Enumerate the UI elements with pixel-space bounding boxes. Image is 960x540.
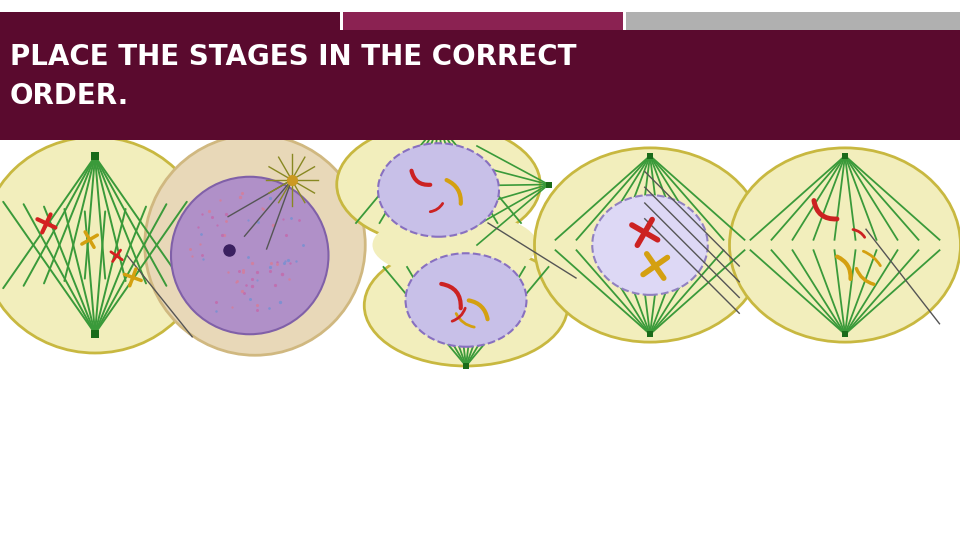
Ellipse shape [378, 143, 499, 237]
Ellipse shape [730, 148, 960, 342]
Bar [0, 12, 340, 30]
Ellipse shape [364, 245, 567, 366]
Ellipse shape [337, 124, 540, 245]
Ellipse shape [372, 212, 538, 278]
Bar [0, 30, 960, 140]
Text: PLACE THE STAGES IN THE CORRECT
ORDER.: PLACE THE STAGES IN THE CORRECT ORDER. [10, 43, 577, 110]
Bar [626, 12, 960, 30]
Ellipse shape [171, 177, 328, 334]
Ellipse shape [405, 253, 526, 347]
Ellipse shape [592, 195, 708, 295]
Ellipse shape [145, 135, 365, 355]
Bar [343, 12, 623, 30]
Ellipse shape [535, 148, 765, 342]
Ellipse shape [0, 137, 208, 353]
